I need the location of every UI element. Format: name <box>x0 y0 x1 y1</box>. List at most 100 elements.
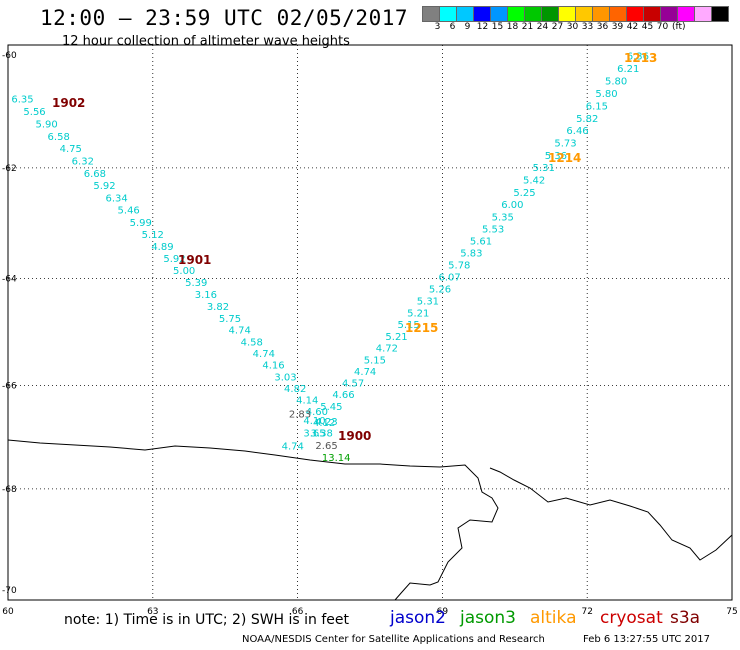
colorbar-label: 3 <box>434 22 441 32</box>
lat-tick-label: -62 <box>2 164 17 174</box>
lon-tick-label: 69 <box>437 607 449 617</box>
colorbar-swatch <box>711 6 729 22</box>
colorbar <box>422 6 729 22</box>
swh-point-label: 3.65 <box>303 429 325 440</box>
lon-tick-label: 63 <box>147 607 158 617</box>
swh-point-label: 5.12 <box>142 230 164 241</box>
track-time-label: 1214 <box>548 151 581 165</box>
colorbar-label: 39 <box>611 22 624 32</box>
track-time-label: 1215 <box>405 321 438 335</box>
lon-tick-label: 60 <box>2 607 14 617</box>
track-time-label: 1902 <box>52 96 85 110</box>
swh-point-label: 5.56 <box>23 107 45 118</box>
swh-point-label: 3.16 <box>195 290 217 301</box>
swh-point-label: 13.14 <box>322 453 351 464</box>
lat-tick-label: -68 <box>2 485 17 495</box>
swh-point-label: 4.58 <box>241 337 263 348</box>
swh-point-label: 5.31 <box>417 297 439 308</box>
swh-point-label: 6.15 <box>586 101 608 112</box>
swh-point-label: 4.60 <box>306 407 328 418</box>
swh-point-label: 4.66 <box>332 390 354 401</box>
swh-point-label: 6.58 <box>48 132 70 143</box>
swh-point-label: 6.46 <box>566 126 588 137</box>
swh-point-label: 5.90 <box>35 119 57 130</box>
colorbar-label: 12 <box>476 22 489 32</box>
swh-point-label: 5.83 <box>460 249 482 260</box>
lat-tick-label: -66 <box>2 382 17 392</box>
swh-point-label: 2.65 <box>315 441 337 452</box>
swh-point-label: 5.53 <box>482 224 504 235</box>
swh-point-label: 5.26 <box>429 285 451 296</box>
colorbar-label: 45 <box>641 22 654 32</box>
colorbar-label: 42 <box>626 22 639 32</box>
swh-point-label: 5.61 <box>470 237 492 248</box>
swh-point-label: 5.15 <box>397 320 419 331</box>
lat-tick-label: -60 <box>2 51 17 61</box>
credit-line: NOAA/NESDIS Center for Satellite Applica… <box>242 634 545 645</box>
swh-point-label: 5.80 <box>595 89 617 100</box>
swh-point-label: 6.00 <box>501 200 523 211</box>
swh-point-label: 6.35 <box>11 95 33 106</box>
swh-point-label: 6.34 <box>105 193 127 204</box>
swh-point-label: 4.74 <box>229 326 251 337</box>
swh-point-label: 6.21 <box>617 64 639 75</box>
satellite-legend-item: cryosat <box>600 608 663 628</box>
swh-point-label: 6.36 <box>627 52 649 63</box>
swh-point-label: 5.92 <box>163 254 185 265</box>
swh-point-label: 5.00 <box>173 266 195 277</box>
satellite-legend-item: altika <box>530 608 577 628</box>
track-time-label: 1901 <box>178 253 211 267</box>
footer-note: note: 1) Time is in UTC; 2) SWH is in fe… <box>64 612 350 628</box>
satellite-legend-item: s3a <box>670 608 701 628</box>
map-title: 12:00 – 23:59 UTC 02/05/2017 <box>40 6 409 30</box>
swh-point-label: 5.21 <box>407 308 429 319</box>
swh-point-label: 5.25 <box>513 188 535 199</box>
swh-point-label: 5.75 <box>219 314 241 325</box>
swh-point-label: 4.12 <box>313 418 335 429</box>
colorbar-label: 24 <box>536 22 549 32</box>
timestamp: Feb 6 13:27:55 UTC 2017 <box>583 634 710 645</box>
swh-point-label: 5.42 <box>523 176 545 187</box>
swh-point-label: 5.92 <box>93 181 115 192</box>
colorbar-label: 36 <box>596 22 609 32</box>
satellite-legend-item: jason2 <box>390 608 446 628</box>
swh-point-label: 4.16 <box>262 361 284 372</box>
swh-point-label: 5.35 <box>492 212 514 223</box>
swh-point-label: 5.39 <box>185 278 207 289</box>
swh-point-label: 4.57 <box>342 379 364 390</box>
track-time-label: 1213 <box>624 51 657 65</box>
colorbar-labels: 3 6 9 12 15 18 21 24 27 30 33 36 39 42 45 70 (ft) <box>422 22 686 32</box>
colorbar-label: 21 <box>521 22 534 32</box>
swh-point-label: 5.46 <box>118 206 140 217</box>
colorbar-label: 6 <box>449 22 456 32</box>
coastline <box>7 439 499 601</box>
colorbar-label: 70 <box>656 22 669 32</box>
swh-point-label: 4.74 <box>282 441 304 452</box>
swh-point-label: 4.14 <box>296 395 318 406</box>
swh-point-label: 4.10 <box>303 416 325 427</box>
plot-frame <box>7 44 733 601</box>
swh-point-label: 4.75 <box>60 144 82 155</box>
swh-point-label: 4.74 <box>354 367 376 378</box>
swh-point-label: 5.99 <box>130 218 152 229</box>
swh-point-label: 2.83 <box>289 409 311 420</box>
colorbar-label: 9 <box>464 22 471 32</box>
swh-point-label: 4.72 <box>376 344 398 355</box>
satellite-legend-item: jason3 <box>460 608 516 628</box>
colorbar-label: 15 <box>491 22 504 32</box>
swh-point-label: 4.23 <box>315 417 337 428</box>
colorbar-label: 30 <box>566 22 579 32</box>
swh-point-label: 5.73 <box>554 139 576 150</box>
swh-point-label: 5.15 <box>364 355 386 366</box>
lon-tick-label: 72 <box>581 607 592 617</box>
colorbar-unit: (ft) <box>672 22 686 32</box>
swh-point-label: 4.74 <box>253 349 275 360</box>
lon-tick-label: 75 <box>726 607 737 617</box>
swh-point-label: 6.32 <box>72 157 94 168</box>
swh-point-label: 3.38 <box>311 429 333 440</box>
colorbar-label: 27 <box>551 22 564 32</box>
swh-point-label: 3.82 <box>207 302 229 313</box>
track-time-label: 1900 <box>338 429 371 443</box>
